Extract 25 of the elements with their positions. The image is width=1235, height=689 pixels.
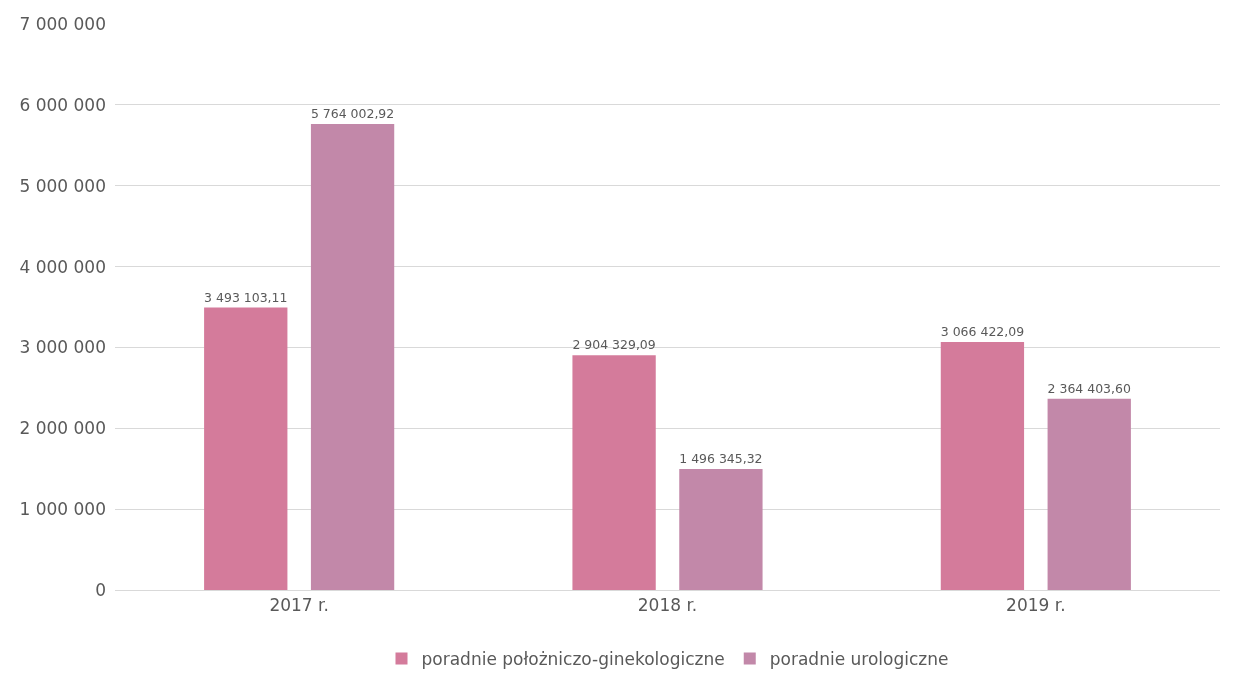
legend-label: poradnie położniczo-ginekologiczne [421,649,725,670]
x-tick-label: 2018 r. [637,595,698,616]
legend-label: poradnie urologiczne [769,649,949,670]
y-tick-label: 6 000 000 [19,94,106,115]
data-label: 2 904 329,09 [572,337,656,353]
y-tick-label: 7 000 000 [19,13,106,34]
bar [679,469,763,590]
bar [1047,398,1131,590]
data-label: 1 496 345,32 [679,451,763,467]
y-tick-label: 2 000 000 [19,418,106,439]
bar [204,307,288,590]
y-tick-label: 4 000 000 [19,256,106,277]
data-label: 5 764 002,92 [310,106,395,122]
data-label: 3 066 422,09 [940,324,1025,340]
x-tick-label: 2019 r. [1006,595,1066,616]
bar [940,342,1025,590]
y-tick-label: 1 000 000 [19,499,106,520]
y-tick-label: 5 000 000 [19,175,106,196]
x-tick-label: 2017 r. [269,595,329,616]
bar [310,123,395,590]
y-tick-label: 3 000 000 [19,337,106,358]
data-label: 2 364 403,60 [1047,380,1131,396]
y-tick-label: 0 [95,579,106,600]
data-label: 3 493 103,11 [204,289,288,305]
bar [572,355,656,590]
